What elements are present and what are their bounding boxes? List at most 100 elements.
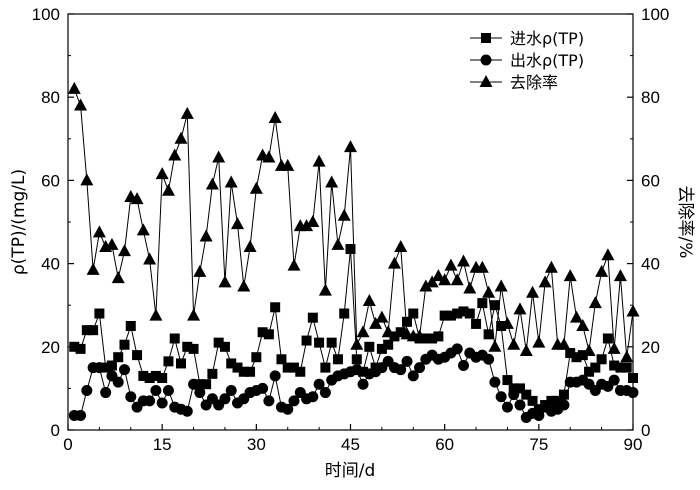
- data-point-circle: [269, 370, 281, 382]
- data-point-triangle: [444, 258, 458, 271]
- data-point-triangle: [544, 260, 558, 273]
- data-point-square: [571, 352, 582, 363]
- data-point-triangle: [425, 275, 439, 288]
- data-point-circle: [194, 387, 206, 399]
- data-point-triangle: [243, 239, 257, 252]
- data-point-circle: [119, 364, 130, 376]
- data-point-square: [452, 308, 463, 319]
- data-point-circle: [407, 370, 419, 382]
- data-point-triangle: [457, 254, 470, 267]
- data-point-square: [213, 337, 224, 348]
- data-point-circle: [501, 401, 513, 413]
- y-right-tick-label: 40: [641, 255, 660, 274]
- data-point-triangle: [306, 215, 320, 227]
- data-point-square: [88, 325, 99, 336]
- x-tick-label: 15: [153, 435, 172, 454]
- data-point-triangle: [532, 335, 546, 348]
- data-point-circle: [307, 391, 319, 403]
- data-point-triangle: [488, 339, 502, 352]
- data-point-square: [433, 331, 444, 342]
- data-point-triangle: [362, 294, 376, 307]
- data-point-circle: [125, 391, 137, 403]
- data-point-circle: [319, 387, 331, 399]
- data-point-triangle: [67, 81, 81, 94]
- data-point-circle: [495, 391, 507, 403]
- data-point-triangle: [155, 167, 169, 180]
- data-point-circle: [112, 376, 124, 388]
- data-point-triangle: [161, 183, 175, 196]
- data-point-square: [320, 362, 331, 373]
- data-point-triangle: [318, 283, 332, 296]
- data-point-circle: [414, 362, 426, 374]
- legend-label: 去除率: [510, 73, 558, 92]
- data-point-triangle: [168, 148, 182, 161]
- data-point-square: [345, 244, 356, 255]
- data-point-triangle: [538, 275, 552, 288]
- data-point-square: [276, 354, 287, 365]
- data-point-square: [314, 337, 325, 348]
- data-point-circle: [257, 382, 269, 394]
- data-point-square: [301, 335, 312, 346]
- x-tick-label: 30: [247, 435, 266, 454]
- data-point-circle: [608, 374, 620, 386]
- data-point-triangle: [563, 269, 577, 282]
- data-point-triangle: [369, 316, 383, 329]
- data-point-square: [307, 312, 318, 323]
- data-point-square: [100, 362, 111, 373]
- data-point-square: [75, 343, 86, 354]
- data-point-square: [188, 343, 199, 354]
- data-point-circle: [451, 343, 463, 355]
- y-right-tick-label: 0: [641, 421, 650, 440]
- x-tick-label: 75: [529, 435, 548, 454]
- data-point-circle: [219, 393, 231, 405]
- data-point-triangle: [513, 302, 527, 315]
- data-point-triangle: [325, 175, 339, 188]
- data-point-square: [182, 341, 193, 352]
- data-point-triangle: [143, 252, 157, 265]
- data-point-circle: [288, 395, 300, 407]
- data-point-square: [439, 310, 450, 321]
- data-point-triangle: [570, 310, 583, 323]
- data-point-square: [207, 368, 218, 379]
- data-point-circle: [489, 376, 501, 388]
- data-point-triangle: [287, 258, 301, 271]
- data-point-triangle: [350, 337, 364, 350]
- data-point-triangle: [337, 208, 351, 221]
- data-point-square: [245, 366, 256, 377]
- x-tick-label: 60: [435, 435, 454, 454]
- data-point-square: [427, 333, 438, 344]
- data-point-square: [257, 327, 268, 338]
- data-point-triangle: [475, 260, 489, 273]
- data-point-square: [408, 308, 419, 319]
- data-point-circle: [100, 387, 112, 399]
- data-point-triangle: [507, 337, 521, 350]
- y-left-tick-label: 0: [51, 421, 60, 440]
- data-point-triangle: [187, 308, 201, 321]
- data-point-square: [113, 352, 124, 363]
- data-point-square: [420, 333, 431, 344]
- data-point-square: [219, 341, 230, 352]
- data-point-square: [596, 354, 607, 365]
- y-axis-right-title: 去除率/%: [675, 186, 695, 259]
- data-point-square: [584, 366, 595, 377]
- data-point-circle: [162, 384, 174, 396]
- data-point-square: [125, 321, 136, 331]
- data-point-triangle: [268, 111, 282, 123]
- data-point-triangle: [500, 316, 514, 329]
- data-point-square: [163, 356, 174, 367]
- y-left-tick-label: 20: [41, 338, 60, 357]
- data-point-triangle: [582, 343, 596, 356]
- data-point-square: [351, 354, 362, 365]
- data-point-triangle: [413, 329, 427, 342]
- y-right-tick-label: 80: [641, 88, 660, 107]
- data-point-triangle: [419, 279, 433, 292]
- data-point-triangle: [494, 279, 508, 292]
- data-point-circle: [81, 384, 93, 396]
- data-point-triangle: [381, 325, 395, 338]
- data-point-square: [502, 375, 513, 386]
- legend-marker-circle: [480, 54, 492, 66]
- data-point-square: [238, 366, 249, 377]
- data-point-circle: [401, 355, 413, 367]
